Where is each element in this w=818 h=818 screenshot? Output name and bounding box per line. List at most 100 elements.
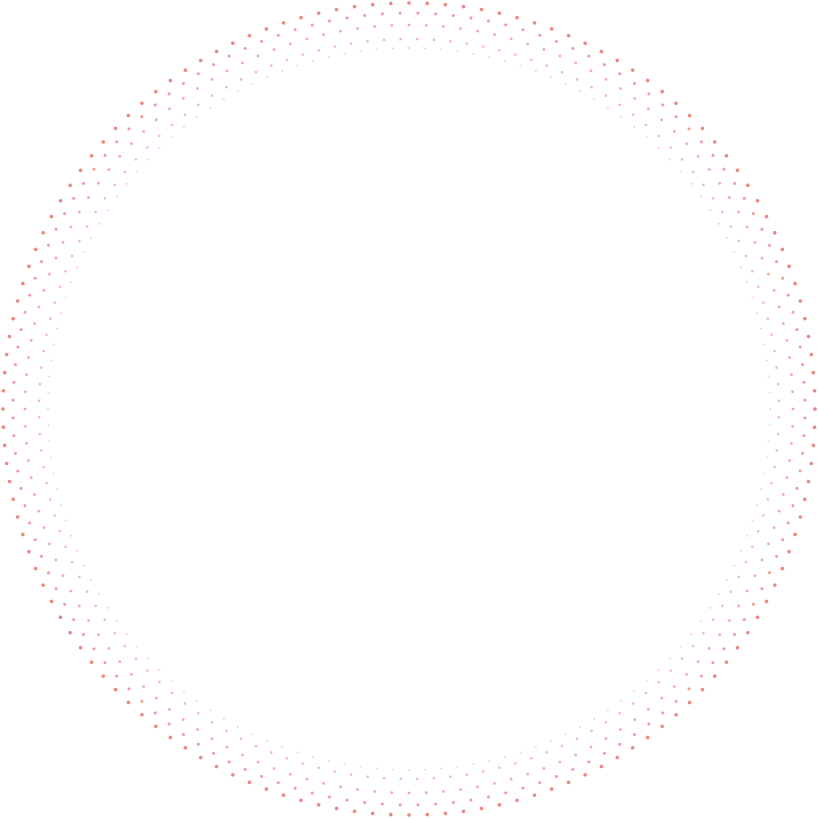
ring-dot <box>668 657 671 660</box>
ring-dot <box>388 1 393 6</box>
ring-dot <box>725 579 728 582</box>
ring-dot <box>70 560 74 564</box>
ring-dot <box>52 343 55 346</box>
ring-dot <box>549 787 554 791</box>
ring-dot <box>370 811 375 816</box>
ring-dot <box>742 618 746 622</box>
ring-dot <box>68 630 72 635</box>
ring-dot <box>579 725 582 728</box>
ring-dot <box>136 645 139 648</box>
ring-dot <box>408 47 410 49</box>
ring-dot <box>742 196 746 200</box>
ring-dot <box>251 82 254 85</box>
ring-dot <box>399 777 403 781</box>
ring-dot <box>115 620 118 623</box>
ring-dot <box>398 803 402 807</box>
ring-dot <box>425 812 430 817</box>
ring-dot <box>27 356 30 359</box>
ring-dot <box>687 127 691 131</box>
ring-dot <box>587 760 591 764</box>
ring-dot <box>85 590 89 593</box>
ring-dot <box>777 416 781 419</box>
ring-dot <box>633 125 636 128</box>
ring-dot <box>571 768 575 772</box>
ring-dot <box>78 168 83 173</box>
ring-dot <box>801 363 805 367</box>
ring-dot <box>745 589 749 593</box>
ring-dot <box>618 72 622 76</box>
ring-dot <box>225 745 229 749</box>
ring-dot <box>296 751 299 754</box>
ring-dot <box>90 236 93 239</box>
ring-dot <box>58 615 63 620</box>
ring-dot <box>765 456 768 459</box>
ring-dot <box>661 103 665 107</box>
ring-dot <box>776 382 780 386</box>
ring-dot <box>72 618 76 622</box>
ring-dot <box>786 293 790 297</box>
ring-dot <box>787 549 791 554</box>
ring-dot <box>762 301 765 304</box>
ring-dot <box>416 777 419 781</box>
ring-dot <box>687 687 691 691</box>
ring-dot <box>811 443 816 448</box>
ring-dot <box>615 755 620 760</box>
ring-dot <box>781 322 785 325</box>
ring-dot <box>755 311 758 314</box>
ring-dot <box>674 712 678 717</box>
ring-dot <box>276 781 280 785</box>
ring-dot <box>712 674 717 678</box>
ring-dot <box>214 49 219 54</box>
ring-dot <box>593 98 596 101</box>
ring-dot <box>424 768 427 771</box>
ring-dot <box>92 647 96 651</box>
ring-dot <box>363 801 367 805</box>
ring-dot <box>90 579 93 582</box>
ring-dot <box>497 11 502 15</box>
ring-dot <box>514 53 517 56</box>
ring-dot <box>317 48 320 52</box>
ring-dot <box>33 322 37 325</box>
ring-dot <box>181 718 185 722</box>
ring-dot <box>785 476 789 479</box>
ring-dot <box>260 775 264 779</box>
ring-dot <box>768 571 772 575</box>
ring-dot <box>264 27 269 31</box>
ring-dot <box>47 408 49 410</box>
ring-dot <box>64 269 67 273</box>
ring-dot <box>630 68 635 72</box>
ring-dot <box>276 33 280 37</box>
ring-dot <box>685 672 688 676</box>
ring-dot <box>183 68 188 72</box>
ring-dot <box>798 469 802 473</box>
ring-dot <box>42 288 46 292</box>
ring-dot <box>123 170 127 174</box>
ring-dot <box>38 382 42 386</box>
ring-dot <box>58 285 62 289</box>
ring-dot <box>434 802 438 806</box>
ring-dot <box>764 214 769 219</box>
ring-dot <box>579 90 582 93</box>
ring-dot <box>54 587 58 591</box>
ring-dot <box>7 334 12 339</box>
ring-dot <box>756 529 760 533</box>
ring-dot <box>113 183 116 187</box>
ring-dot <box>69 225 73 229</box>
ring-dot <box>23 310 27 314</box>
ring-dot <box>359 50 362 53</box>
ring-dot <box>469 16 473 20</box>
ring-dot <box>504 791 508 795</box>
ring-dot <box>745 281 748 284</box>
ring-dot <box>793 281 797 286</box>
ring-dot <box>42 465 45 469</box>
ring-dot <box>724 660 729 664</box>
ring-dot <box>781 276 785 280</box>
ring-dot <box>633 718 637 722</box>
ring-dot <box>81 181 85 185</box>
ring-dot <box>322 781 325 785</box>
ring-dot <box>700 195 703 198</box>
ring-dot <box>123 644 127 648</box>
ring-dot <box>76 266 79 269</box>
ring-dot <box>753 240 757 244</box>
ring-dot <box>140 699 144 703</box>
